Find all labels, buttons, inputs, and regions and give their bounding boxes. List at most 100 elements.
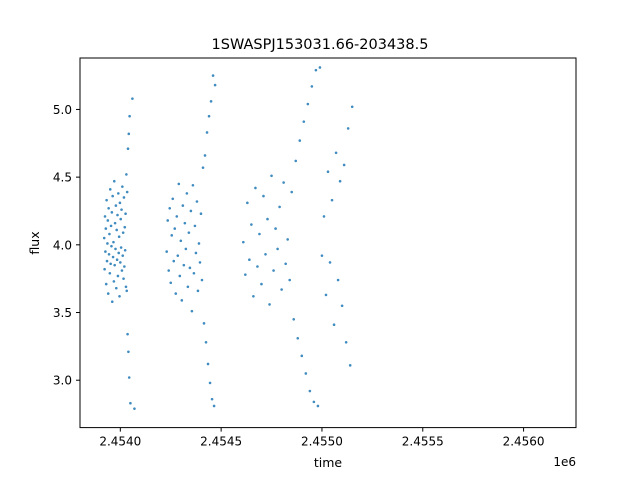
x-tick-label: 2.4545 <box>200 435 242 449</box>
y-axis-label: flux <box>27 231 42 254</box>
data-point <box>186 285 190 289</box>
data-point <box>204 341 208 344</box>
data-point <box>211 74 215 77</box>
data-point <box>332 323 336 327</box>
data-point <box>328 261 332 264</box>
data-point <box>110 244 113 248</box>
data-point <box>172 259 176 263</box>
data-point <box>131 97 134 100</box>
data-point <box>120 208 123 211</box>
data-point <box>122 277 125 280</box>
data-point <box>177 182 181 186</box>
y-tick-label: 4.0 <box>53 238 72 252</box>
data-point <box>246 201 249 205</box>
data-point <box>173 227 177 230</box>
data-point <box>167 269 171 272</box>
data-point <box>294 159 298 163</box>
data-point <box>308 389 312 393</box>
data-point <box>334 151 338 155</box>
data-point <box>198 261 202 264</box>
data-point <box>330 198 334 202</box>
data-point <box>119 246 123 249</box>
data-point <box>106 242 109 245</box>
data-point <box>195 200 199 203</box>
data-point <box>336 278 340 282</box>
data-point <box>125 173 128 176</box>
data-point <box>106 292 110 295</box>
data-point <box>123 248 127 252</box>
y-tick-label: 3.0 <box>53 374 72 388</box>
data-point <box>169 281 173 285</box>
data-point <box>105 198 108 202</box>
y-tick-label: 3.5 <box>53 306 72 320</box>
data-point <box>318 66 322 69</box>
data-point <box>170 234 174 237</box>
data-point <box>107 206 110 210</box>
data-point <box>260 282 263 286</box>
data-point <box>276 247 279 251</box>
data-point <box>112 179 116 183</box>
data-point <box>125 190 129 194</box>
data-point <box>254 186 257 190</box>
data-point <box>324 293 328 297</box>
data-point <box>205 131 209 134</box>
data-point <box>196 289 200 293</box>
data-point <box>116 274 120 278</box>
data-point <box>248 258 251 262</box>
x-axis-label: time <box>314 455 343 470</box>
data-point <box>290 190 294 194</box>
x-tick-label: 2.4550 <box>301 435 343 449</box>
data-point <box>187 231 191 234</box>
data-point <box>344 341 348 344</box>
data-point <box>123 265 126 268</box>
data-point <box>118 201 122 205</box>
data-point <box>178 274 182 278</box>
data-point <box>118 294 121 298</box>
data-point <box>168 206 172 210</box>
data-point <box>202 322 206 325</box>
data-point <box>280 288 283 291</box>
data-point <box>298 139 302 142</box>
data-point <box>112 280 116 283</box>
data-point <box>292 317 296 321</box>
data-point <box>288 278 291 282</box>
data-point <box>110 300 114 303</box>
data-point <box>114 204 118 207</box>
data-point <box>242 240 245 244</box>
data-point <box>342 163 346 167</box>
data-point <box>209 100 213 103</box>
data-point <box>181 204 185 207</box>
x-tick-label: 2.4555 <box>402 435 444 449</box>
data-point <box>194 251 198 255</box>
data-point <box>113 263 116 267</box>
data-point <box>256 265 259 268</box>
data-point <box>340 304 344 308</box>
data-point <box>207 114 211 118</box>
data-point <box>119 217 123 221</box>
data-point <box>190 309 194 313</box>
data-point <box>262 194 265 198</box>
data-point <box>185 192 189 195</box>
data-point <box>200 278 204 282</box>
data-point <box>320 254 324 257</box>
data-point <box>348 364 352 367</box>
data-point <box>266 217 269 221</box>
data-point <box>129 401 132 405</box>
data-point <box>338 179 342 183</box>
data-point <box>127 376 131 379</box>
data-point <box>109 262 112 266</box>
data-point <box>189 209 193 213</box>
data-point <box>108 271 112 275</box>
data-point <box>312 400 316 404</box>
data-point <box>110 211 114 214</box>
data-point <box>264 253 267 256</box>
data-point <box>127 350 130 354</box>
data-point <box>104 250 107 253</box>
data-point <box>102 236 106 240</box>
data-point <box>111 255 115 259</box>
data-point <box>125 289 129 293</box>
data-point <box>166 219 170 222</box>
data-point <box>250 223 253 226</box>
data-point <box>278 205 281 209</box>
